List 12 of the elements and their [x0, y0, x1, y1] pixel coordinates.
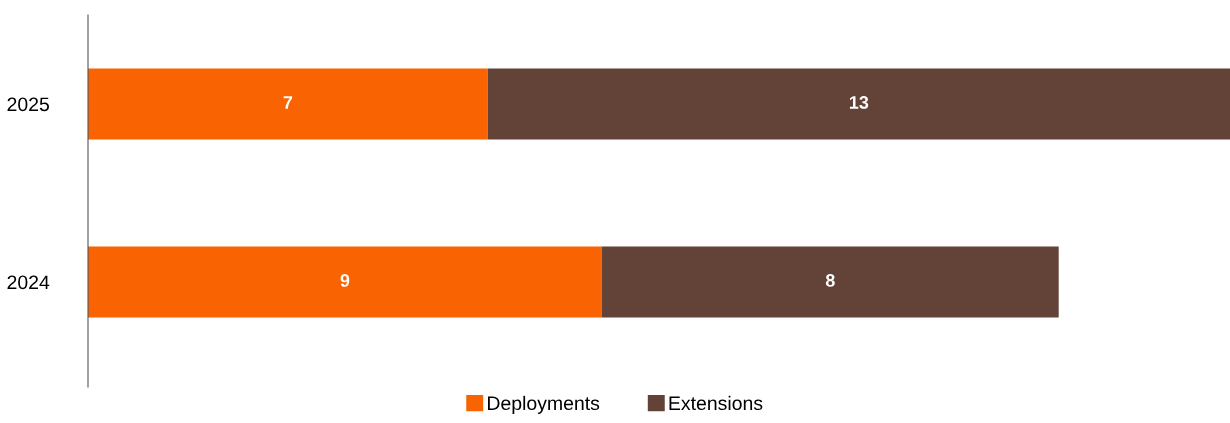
data-label: 9 [340, 274, 350, 287]
legend-label: Extensions [669, 395, 763, 411]
bar [487, 68, 1230, 140]
data-label: 8 [825, 274, 835, 287]
bar [88, 246, 602, 318]
bar [601, 246, 1059, 318]
legend-label: Deployments [488, 395, 600, 414]
data-label: 13 [849, 96, 869, 109]
bar [88, 68, 488, 140]
y-tick-label: 2024 [7, 275, 50, 290]
y-tick-label: 2025 [7, 97, 49, 112]
data-label: 7 [283, 96, 293, 109]
